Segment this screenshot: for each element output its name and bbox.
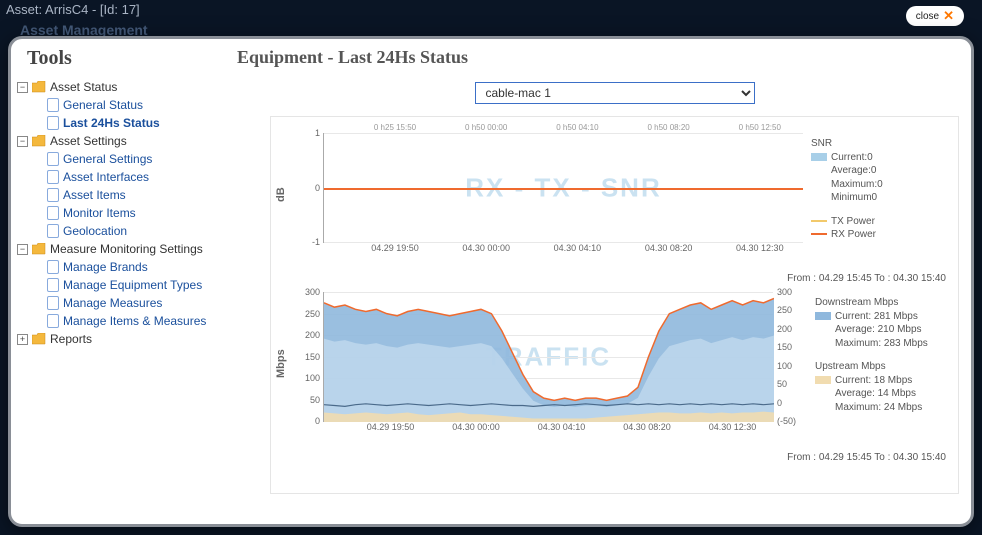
chart1-plot: RX - TX - SNR -101 bbox=[323, 133, 803, 243]
tree-expander[interactable]: − bbox=[17, 244, 28, 255]
file-icon bbox=[47, 170, 59, 184]
sidebar-item-asset-items[interactable]: Asset Items bbox=[63, 186, 126, 204]
window-title: Asset: ArrisC4 - [Id: 17] bbox=[6, 2, 140, 17]
chart-traffic-block: Mbps TRAFFIC 050100150200250300 (-50)050… bbox=[275, 292, 954, 436]
tools-title: Tools bbox=[27, 47, 237, 70]
chart1-y-label: dB bbox=[275, 133, 293, 257]
sidebar-item-manage-eq-types[interactable]: Manage Equipment Types bbox=[63, 276, 202, 294]
sidebar-item-last24[interactable]: Last 24Hs Status bbox=[63, 114, 160, 132]
chart2-legend: Downstream Mbps Current: 281 Mbps Averag… bbox=[807, 292, 928, 436]
sidebar-item-monitor-items[interactable]: Monitor Items bbox=[63, 204, 136, 222]
chart-top-x-ticks: 0 h25 15:500 h50 00:000 h50 04:100 h50 0… bbox=[323, 123, 803, 133]
folder-icon bbox=[32, 81, 46, 93]
file-icon bbox=[47, 116, 59, 130]
sidebar-item-asset-interfaces[interactable]: Asset Interfaces bbox=[63, 168, 149, 186]
cable-mac-select[interactable]: cable-mac 1 bbox=[475, 82, 755, 104]
tree-folder-label: Reports bbox=[50, 330, 92, 348]
file-icon bbox=[47, 296, 59, 310]
file-icon bbox=[47, 98, 59, 112]
modal-header: Tools Equipment - Last 24Hs Status bbox=[11, 39, 971, 74]
folder-icon bbox=[32, 333, 46, 345]
tree-expander[interactable]: − bbox=[17, 136, 28, 147]
tree-folder-label: Asset Settings bbox=[50, 132, 127, 150]
file-icon bbox=[47, 206, 59, 220]
chart1-legend: SNR Current:0 Average:0 Maximum:0 Minimu… bbox=[803, 133, 883, 257]
file-icon bbox=[47, 260, 59, 274]
file-icon bbox=[47, 188, 59, 202]
modal-window: Tools Equipment - Last 24Hs Status − Ass… bbox=[8, 36, 974, 527]
close-button[interactable]: close ✕ bbox=[906, 6, 964, 26]
file-icon bbox=[47, 278, 59, 292]
sidebar-item-manage-measures[interactable]: Manage Measures bbox=[63, 294, 162, 312]
tree-expander[interactable]: − bbox=[17, 82, 28, 93]
sidebar-item-general-settings[interactable]: General Settings bbox=[63, 150, 152, 168]
chart-area: 0 h25 15:500 h50 00:000 h50 04:100 h50 0… bbox=[270, 116, 959, 494]
sidebar-item-general-status[interactable]: General Status bbox=[63, 96, 143, 114]
sidebar-item-manage-brands[interactable]: Manage Brands bbox=[63, 258, 148, 276]
file-icon bbox=[47, 224, 59, 238]
tree-folder-label: Asset Status bbox=[50, 78, 117, 96]
folder-icon bbox=[32, 135, 46, 147]
tree-folder-label: Measure Monitoring Settings bbox=[50, 240, 203, 258]
content-area: cable-mac 1 0 h25 15:500 h50 00:000 h50 … bbox=[266, 74, 971, 524]
chart-snr-block: dB RX - TX - SNR -101 04.29 19:5004.30 0… bbox=[275, 133, 954, 257]
chart2-y-label: Mbps bbox=[275, 292, 293, 436]
chart2-plot: TRAFFIC 050100150200250300 (-50)05010015… bbox=[323, 292, 773, 422]
chart1-x-ticks: 04.29 19:5004.30 00:0004.30 04:1004.30 0… bbox=[323, 243, 803, 257]
page-title: Equipment - Last 24Hs Status bbox=[237, 47, 468, 70]
close-icon: ✕ bbox=[943, 8, 954, 24]
sidebar-item-geolocation[interactable]: Geolocation bbox=[63, 222, 127, 240]
tree-expander[interactable]: + bbox=[17, 334, 28, 345]
chart2-timerange: From : 04.29 15:45 To : 04.30 15:40 bbox=[275, 448, 954, 471]
chart2-x-ticks: 04.29 19:5004.30 00:0004.30 04:1004.30 0… bbox=[323, 422, 773, 436]
sidebar-tree: − Asset Status General Status Last 24Hs … bbox=[11, 74, 266, 524]
folder-icon bbox=[32, 243, 46, 255]
close-label: close bbox=[916, 11, 939, 22]
file-icon bbox=[47, 152, 59, 166]
file-icon bbox=[47, 314, 59, 328]
sidebar-item-manage-items-measures[interactable]: Manage Items & Measures bbox=[63, 312, 206, 330]
chart1-timerange: From : 04.29 15:45 To : 04.30 15:40 bbox=[275, 269, 954, 292]
